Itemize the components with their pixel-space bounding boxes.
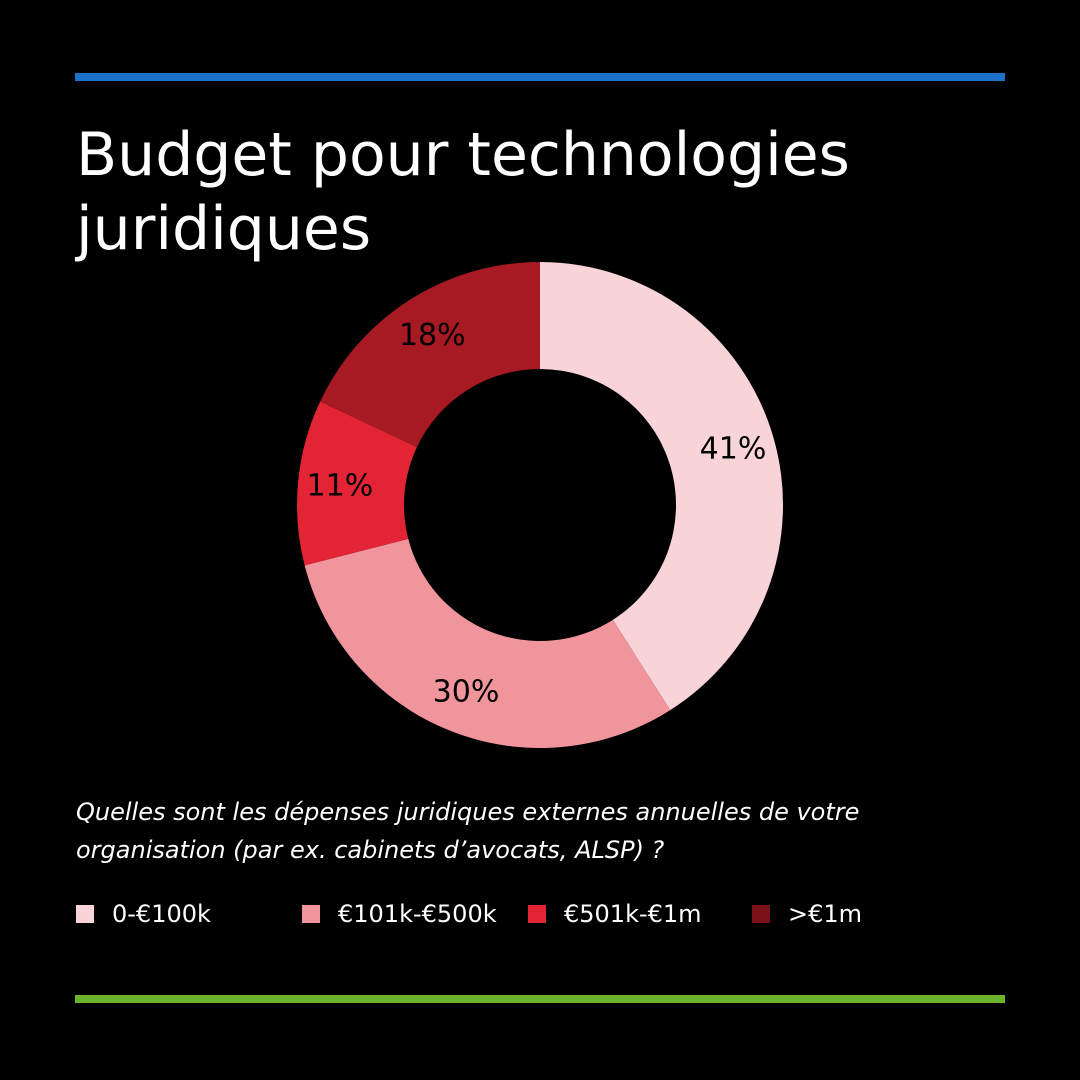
survey-question: Quelles sont les dépenses juridiques ext… — [76, 798, 860, 864]
legend-item: €101k-€500k — [302, 896, 497, 932]
legend-swatch — [76, 905, 94, 923]
slice-value-label: 11% — [307, 469, 374, 504]
legend-label: €501k-€1m — [564, 900, 702, 928]
donut-slice — [297, 401, 417, 566]
legend-label: 0-€100k — [112, 900, 211, 928]
top-accent-rule — [75, 73, 1005, 81]
legend-swatch — [752, 905, 770, 923]
legend-item: 0-€100k — [76, 896, 211, 932]
chart-legend: 0-€100k €101k-€500k €501k-€1m >€1m — [76, 896, 1006, 936]
donut-slice — [304, 538, 671, 748]
chart-title: Budget pour technologies juridiques — [76, 120, 850, 264]
slice-value-label: 30% — [433, 674, 500, 709]
legend-label: >€1m — [788, 900, 863, 928]
legend-item: €501k-€1m — [528, 896, 702, 932]
slice-value-label: 41% — [700, 431, 767, 466]
donut-chart-svg: 41% 30% 11% 18% — [297, 262, 783, 748]
donut-chart: 41% 30% 11% 18% — [290, 255, 790, 755]
legend-item: >€1m — [752, 896, 862, 932]
donut-slice — [540, 262, 783, 711]
legend-swatch — [302, 905, 320, 923]
legend-swatch — [528, 905, 546, 923]
bottom-accent-rule — [75, 995, 1005, 1003]
legend-label: €101k-€500k — [338, 900, 497, 928]
donut-slice — [320, 262, 540, 448]
slice-value-label: 18% — [399, 318, 466, 353]
